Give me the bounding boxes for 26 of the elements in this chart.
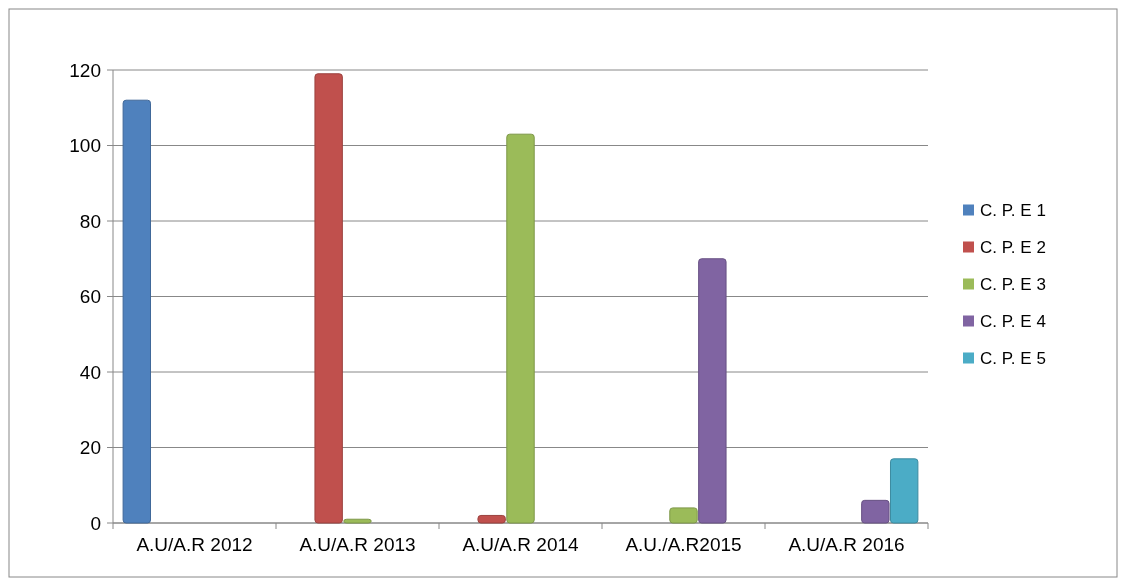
x-tick-label: A.U/A.R 2016 [788, 534, 905, 555]
bar [122, 99, 151, 524]
y-tick-label: 100 [69, 135, 101, 157]
x-tick-label: A.U/A.R 2013 [299, 534, 416, 555]
x-tick-label: A.U/A.R 2014 [462, 534, 580, 555]
bar [343, 518, 372, 524]
legend-label: C. P. E 2 [980, 238, 1046, 258]
y-tick-label: 20 [79, 437, 101, 459]
y-tick-label: 40 [79, 361, 101, 383]
legend-label: C. P. E 4 [980, 312, 1046, 332]
y-tick-label: 120 [69, 59, 101, 81]
x-tick-label: A.U./A.R2015 [625, 534, 742, 555]
legend-label: C. P. E 3 [980, 275, 1046, 295]
bar [477, 514, 506, 524]
bar [861, 499, 890, 524]
bar [669, 507, 698, 524]
y-tick-label: 0 [90, 512, 101, 534]
bar [698, 258, 727, 524]
legend-label: C. P. E 5 [980, 349, 1046, 369]
bar [890, 458, 919, 524]
bar [506, 133, 535, 524]
y-tick-label: 60 [79, 286, 101, 308]
bar [314, 73, 343, 524]
y-tick-label: 80 [79, 210, 101, 232]
legend-label: C. P. E 1 [980, 201, 1046, 221]
x-tick-label: A.U/A.R 2012 [136, 534, 253, 555]
